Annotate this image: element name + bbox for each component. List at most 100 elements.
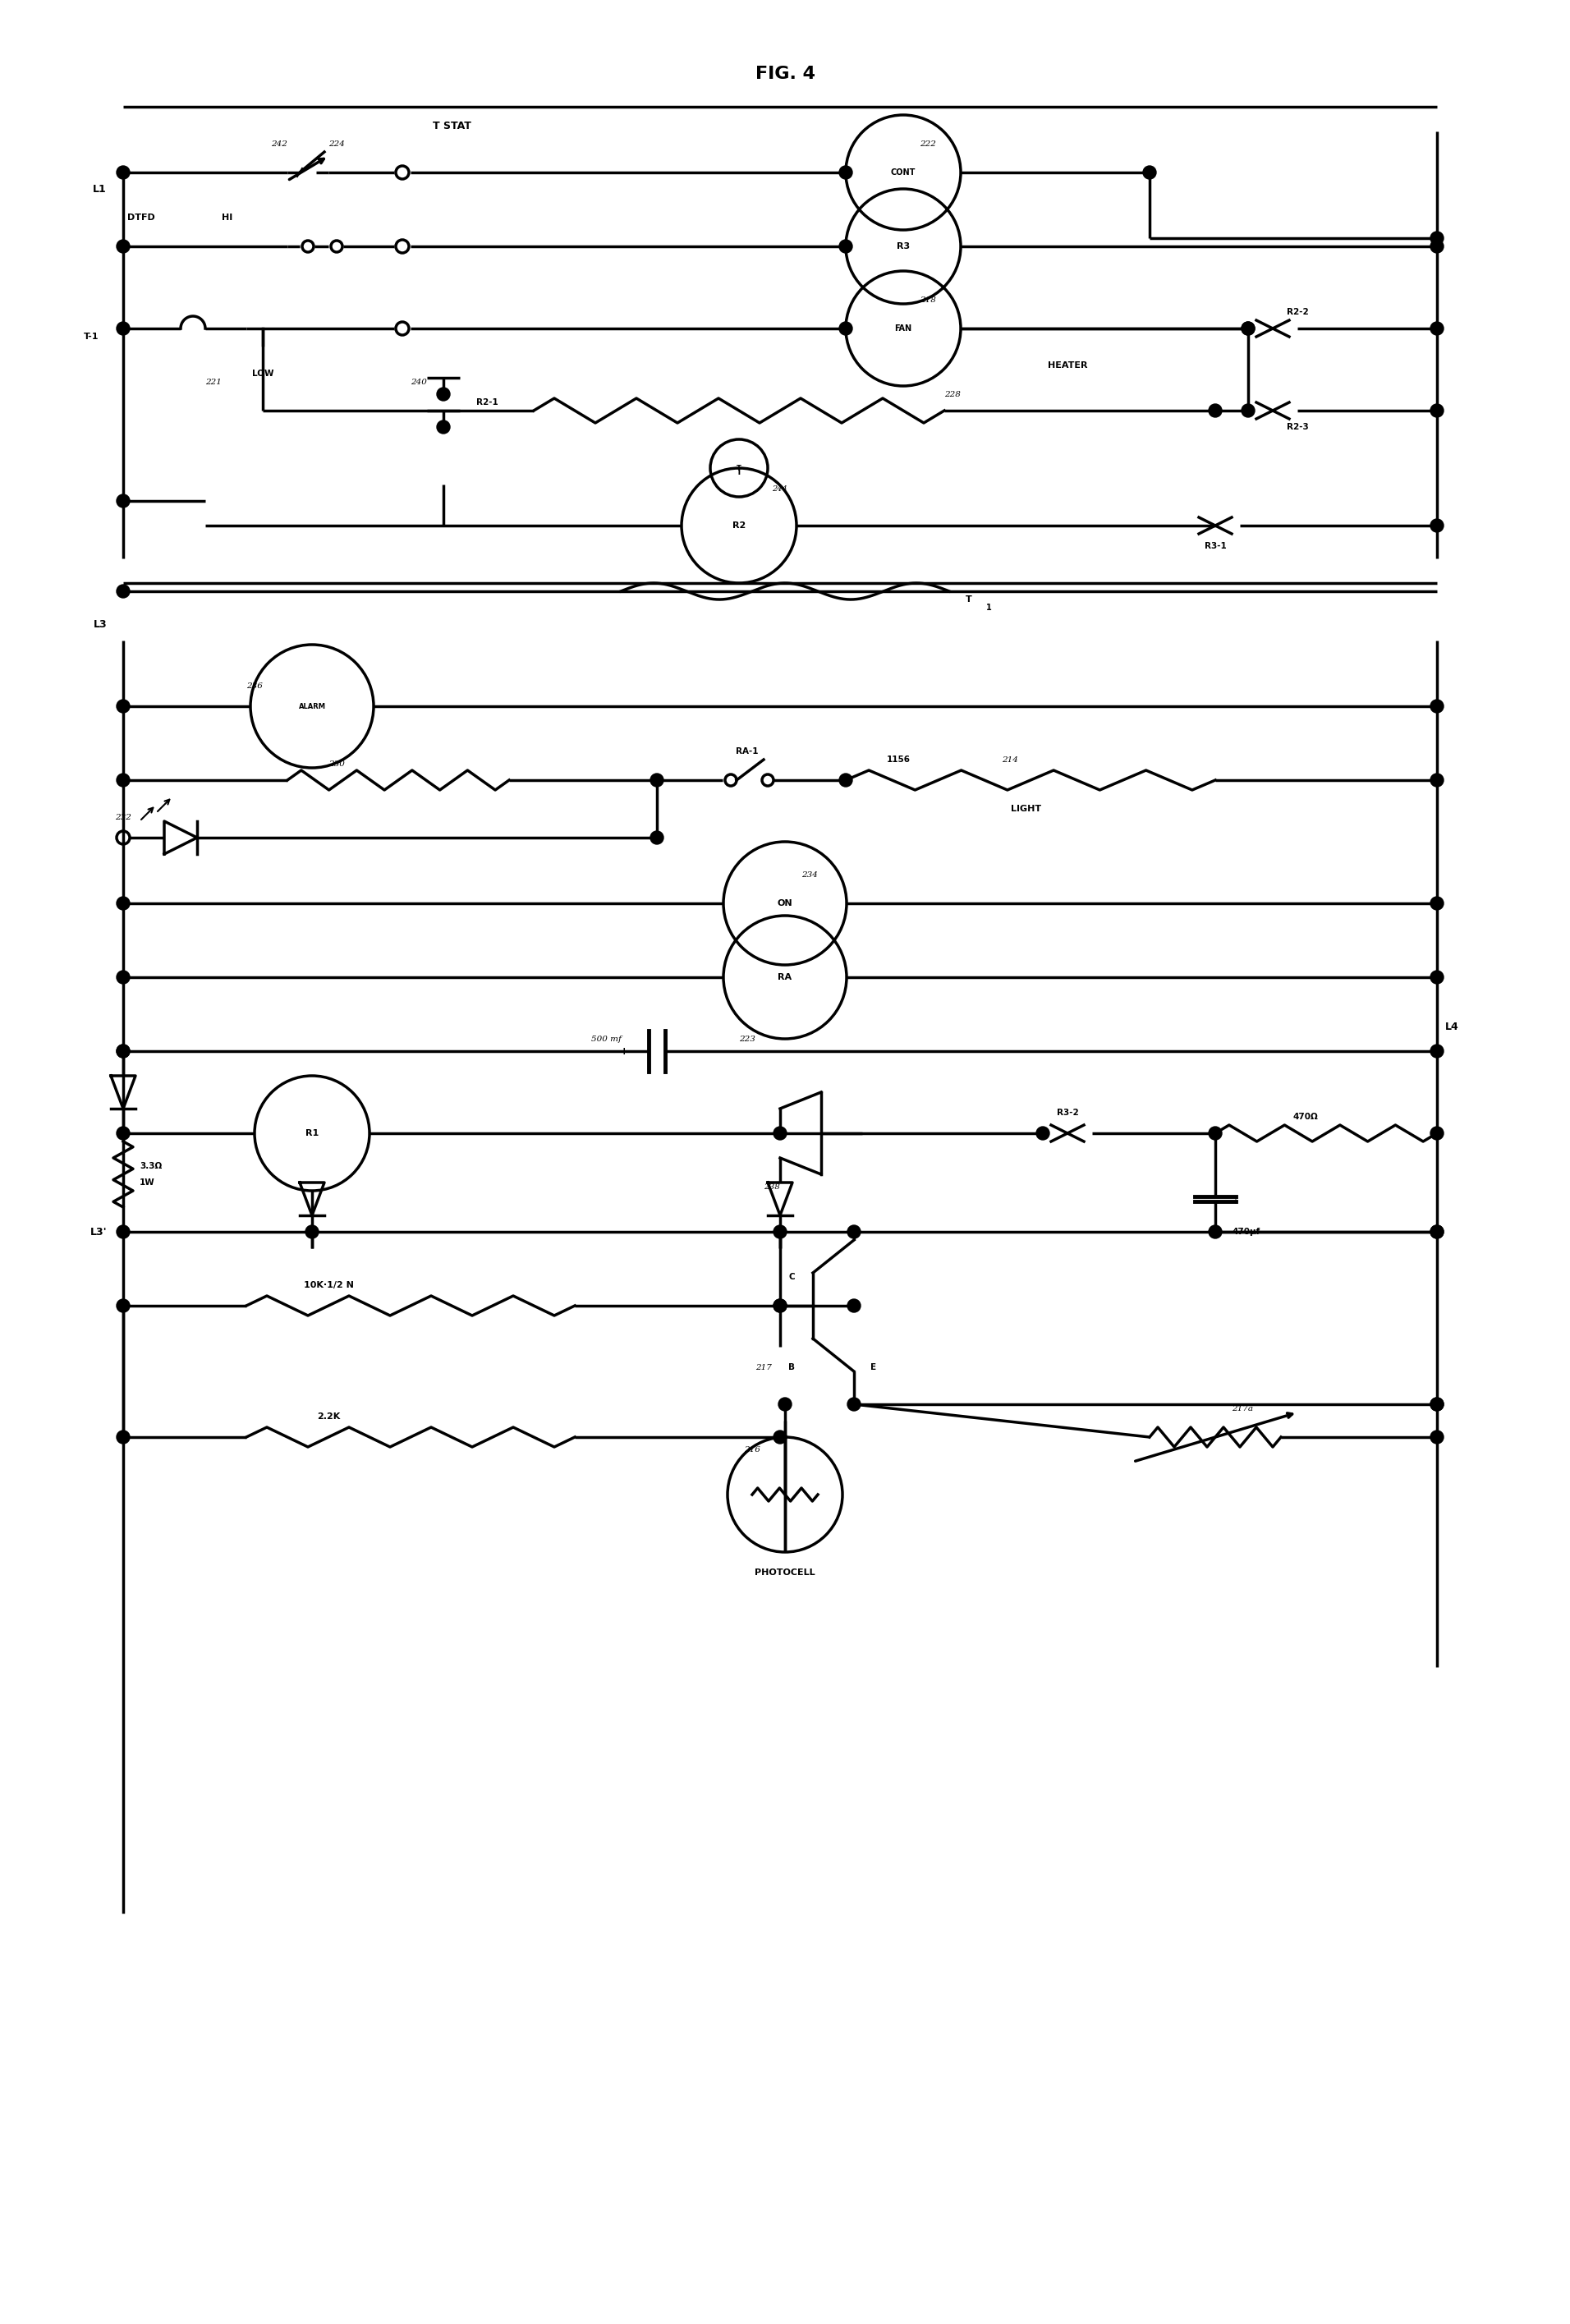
Circle shape [116, 239, 130, 253]
Text: 234: 234 [801, 872, 818, 878]
Text: 217: 217 [755, 1364, 772, 1371]
Circle shape [1209, 1225, 1221, 1239]
Text: FAN: FAN [895, 325, 912, 332]
Circle shape [436, 388, 451, 400]
Circle shape [840, 323, 853, 335]
Circle shape [116, 495, 130, 507]
Circle shape [1143, 165, 1156, 179]
Text: CONT: CONT [890, 167, 915, 177]
Circle shape [1242, 323, 1254, 335]
Text: C: C [788, 1274, 794, 1281]
Text: T: T [736, 465, 741, 472]
Circle shape [116, 1299, 130, 1313]
Text: 244: 244 [772, 486, 787, 493]
Text: +: + [620, 1046, 628, 1057]
Text: +: + [1232, 1197, 1239, 1206]
Text: R2-2: R2-2 [1286, 309, 1308, 316]
Circle shape [116, 1043, 130, 1057]
Circle shape [848, 1225, 860, 1239]
Text: 10K·1/2 N: 10K·1/2 N [303, 1281, 353, 1290]
Text: 228: 228 [944, 390, 961, 397]
Text: RA-1: RA-1 [736, 748, 758, 755]
Circle shape [774, 1127, 787, 1139]
Text: 214: 214 [1002, 755, 1017, 765]
Text: 223: 223 [739, 1037, 755, 1043]
Text: L3': L3' [89, 1227, 107, 1236]
Circle shape [1430, 1225, 1443, 1239]
Circle shape [1430, 404, 1443, 418]
Text: DTFD: DTFD [127, 214, 155, 221]
Text: 3.3Ω: 3.3Ω [140, 1162, 162, 1171]
Text: E: E [870, 1364, 876, 1371]
Text: T-1: T-1 [83, 332, 99, 342]
Circle shape [1242, 404, 1254, 418]
Text: -: - [1192, 1227, 1195, 1236]
Circle shape [1430, 239, 1443, 253]
Circle shape [1209, 404, 1221, 418]
Circle shape [774, 1225, 787, 1239]
Text: ON: ON [777, 899, 793, 906]
Text: ALARM: ALARM [298, 702, 325, 709]
Text: L3: L3 [93, 618, 107, 630]
Text: PHOTOCELL: PHOTOCELL [755, 1569, 815, 1576]
Circle shape [116, 1043, 130, 1057]
Text: T STAT: T STAT [432, 121, 471, 132]
Text: 242: 242 [272, 139, 287, 149]
Circle shape [306, 1225, 319, 1239]
Circle shape [116, 774, 130, 788]
Circle shape [840, 239, 853, 253]
Text: R3-2: R3-2 [1057, 1109, 1079, 1118]
Circle shape [116, 1432, 130, 1443]
Text: R3: R3 [896, 242, 911, 251]
Text: R2-1: R2-1 [476, 397, 498, 407]
Circle shape [779, 1397, 791, 1411]
Text: R2-3: R2-3 [1286, 423, 1308, 432]
Text: B: B [788, 1364, 794, 1371]
Text: T: T [966, 595, 972, 604]
Text: R1: R1 [305, 1129, 319, 1136]
Circle shape [1430, 1127, 1443, 1139]
Text: R2: R2 [732, 521, 746, 530]
Text: 238: 238 [763, 1183, 780, 1190]
Text: FIG. 4: FIG. 4 [755, 65, 815, 81]
Text: LIGHT: LIGHT [1011, 804, 1041, 813]
Circle shape [774, 1299, 787, 1313]
Circle shape [1430, 1432, 1443, 1443]
Circle shape [1430, 232, 1443, 244]
Text: 216: 216 [744, 1446, 760, 1452]
Circle shape [774, 1299, 787, 1313]
Text: RA: RA [779, 974, 791, 981]
Text: HEATER: HEATER [1047, 360, 1088, 370]
Text: 217a: 217a [1232, 1406, 1253, 1413]
Text: 230: 230 [328, 760, 345, 767]
Circle shape [1036, 1127, 1049, 1139]
Circle shape [774, 1432, 787, 1443]
Text: 236: 236 [246, 683, 262, 690]
Text: R3-1: R3-1 [1204, 541, 1226, 551]
Text: 500 mf: 500 mf [592, 1037, 622, 1043]
Text: 224: 224 [328, 139, 345, 149]
Circle shape [1430, 897, 1443, 911]
Text: L1: L1 [93, 184, 107, 195]
Circle shape [650, 774, 664, 788]
Text: LOW: LOW [251, 370, 273, 379]
Circle shape [116, 165, 130, 179]
Text: HI: HI [221, 214, 232, 221]
Text: 2.2K: 2.2K [317, 1413, 341, 1420]
Circle shape [116, 1225, 130, 1239]
Text: 470μf: 470μf [1232, 1227, 1259, 1236]
Text: 470Ω: 470Ω [1294, 1113, 1319, 1120]
Text: 240: 240 [411, 379, 427, 386]
Circle shape [116, 586, 130, 597]
Text: 1156: 1156 [887, 755, 911, 765]
Text: 218: 218 [920, 297, 936, 304]
Circle shape [1430, 1043, 1443, 1057]
Circle shape [116, 1127, 130, 1139]
Circle shape [1430, 971, 1443, 983]
Circle shape [116, 700, 130, 713]
Circle shape [1430, 774, 1443, 788]
Circle shape [840, 774, 853, 788]
Text: 1W: 1W [140, 1178, 155, 1188]
Text: 222: 222 [920, 139, 936, 149]
Circle shape [1430, 323, 1443, 335]
